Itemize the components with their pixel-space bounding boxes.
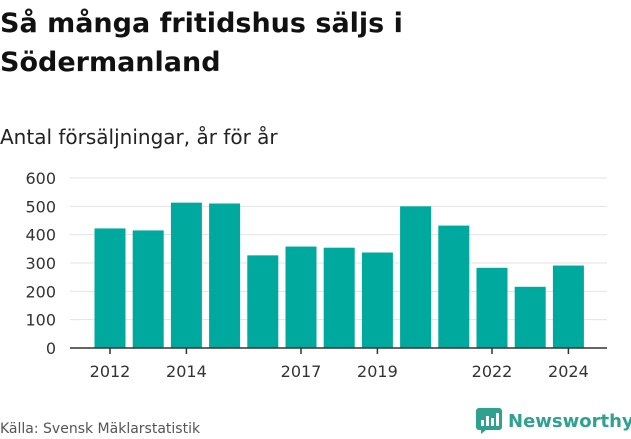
- bar-2016: [247, 255, 279, 348]
- bar-2024: [552, 265, 584, 348]
- bar-2015: [209, 203, 241, 348]
- bar-2018: [323, 247, 355, 348]
- x-tick-label: 2014: [166, 362, 207, 381]
- y-tick-label: 200: [25, 282, 56, 301]
- x-tick-label: 2019: [357, 362, 398, 381]
- y-tick-label: 500: [25, 197, 56, 216]
- brand-logo: Newsworthy: [476, 408, 631, 434]
- y-tick-label: 600: [25, 169, 56, 188]
- x-axis-ticks: 2012 2014 2017 2019 2022 2024: [90, 348, 589, 381]
- bar-2014: [170, 202, 202, 348]
- bar-2013: [132, 230, 164, 348]
- x-tick-label: 2022: [472, 362, 513, 381]
- bar-2017: [285, 246, 317, 348]
- x-tick-label: 2017: [281, 362, 322, 381]
- y-tick-label: 0: [46, 339, 56, 358]
- y-axis-ticks: 0 100 200 300 400 500 600: [25, 169, 56, 358]
- bar-chart: 0 100 200 300 400 500 600 2012 2014 2017 2019 2022…: [25, 169, 607, 381]
- bar-2023: [514, 286, 546, 348]
- source-credit: Källa: Svensk Mäklarstatistik: [0, 421, 201, 437]
- bar-2020: [400, 206, 432, 348]
- bar-2021: [438, 225, 470, 348]
- bars: [70, 202, 607, 349]
- bar-2019: [361, 252, 393, 348]
- x-tick-label: 2012: [90, 362, 131, 381]
- x-tick-label: 2024: [548, 362, 589, 381]
- y-tick-label: 100: [25, 311, 56, 330]
- y-tick-label: 300: [25, 254, 56, 273]
- chart-subtitle: Antal försäljningar, år för år: [0, 125, 278, 149]
- bar-2022: [476, 267, 508, 348]
- bar-2012: [94, 228, 126, 348]
- chart-title: Så många fritidshus säljs i Södermanland: [0, 8, 403, 78]
- brand-name: Newsworthy: [508, 410, 631, 432]
- newsworthy-logo-icon: [476, 408, 502, 434]
- y-tick-label: 400: [25, 226, 56, 245]
